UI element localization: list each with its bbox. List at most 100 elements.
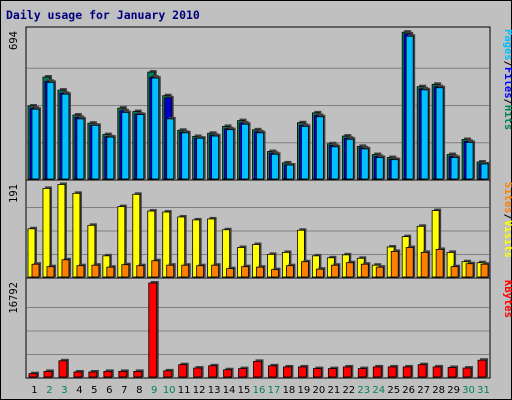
pages-bar xyxy=(121,112,130,180)
kbytes-bar xyxy=(178,364,188,378)
visits-bar xyxy=(177,216,186,278)
x-tick-label: 20 xyxy=(313,385,326,396)
visits-bar xyxy=(72,192,81,278)
pages-bar xyxy=(450,157,459,180)
kbytes-bar xyxy=(447,367,457,378)
sites-bar xyxy=(435,249,444,278)
visits-bar xyxy=(297,229,305,278)
x-tick-label: 31 xyxy=(477,385,490,396)
sites-bar xyxy=(330,264,339,278)
kbytes-bar xyxy=(28,373,38,378)
sites-bar xyxy=(31,263,40,278)
series-axis-label-part: / xyxy=(502,61,512,67)
sites-bar xyxy=(360,263,369,278)
sites-bar xyxy=(345,262,354,278)
x-tick-label: 29 xyxy=(447,385,460,396)
y-max-label: 16792 xyxy=(8,282,20,314)
kbytes-bar xyxy=(417,364,427,378)
kbytes-bar xyxy=(327,368,337,378)
sites-bar xyxy=(76,265,85,278)
sites-bar xyxy=(46,266,55,278)
visits-bar xyxy=(237,247,245,278)
sites-bar xyxy=(211,264,220,278)
kbytes-bar xyxy=(73,371,83,378)
x-tick-label: 1 xyxy=(31,385,37,396)
pages-bar xyxy=(61,93,70,180)
sites-bar xyxy=(91,264,100,278)
x-tick-label: 6 xyxy=(106,385,112,396)
x-tick-label: 14 xyxy=(223,385,236,396)
visits-bar xyxy=(57,184,66,278)
series-axis-label: Sites/Visits xyxy=(502,182,512,258)
kbytes-bar xyxy=(118,371,128,378)
series-axis-label: Pages/Files/Hits xyxy=(502,29,512,130)
kbytes-bar xyxy=(402,366,412,378)
pages-bar xyxy=(151,77,160,180)
x-tick-label: 18 xyxy=(283,385,296,396)
x-tick-label: 7 xyxy=(121,385,127,396)
y-max-label: 191 xyxy=(8,184,20,203)
kbytes-bar xyxy=(43,371,53,378)
chart-title: Daily usage for January 2010 xyxy=(6,8,200,22)
pages-bar xyxy=(315,116,324,180)
pages-bar xyxy=(211,135,220,180)
x-tick-label: 19 xyxy=(298,385,311,396)
pages-bar xyxy=(76,118,85,180)
sites-bar xyxy=(226,268,234,278)
x-tick-label: 12 xyxy=(193,385,206,396)
kbytes-bar xyxy=(163,370,173,378)
visits-bar xyxy=(222,229,230,278)
x-tick-label: 8 xyxy=(136,385,142,396)
sites-bar xyxy=(375,266,384,278)
x-tick-label: 28 xyxy=(432,385,445,396)
kbytes-bar xyxy=(342,366,352,378)
kbytes-bar xyxy=(312,368,322,378)
visits-bar xyxy=(431,210,440,278)
visits-bar xyxy=(207,218,216,278)
kbytes-bar xyxy=(58,360,68,378)
kbytes-bar xyxy=(387,366,397,378)
pages-bar xyxy=(196,137,205,180)
pages-bar xyxy=(181,132,190,180)
pages-bar xyxy=(405,35,414,180)
kbytes-bar xyxy=(133,371,143,378)
x-tick-label: 24 xyxy=(372,385,385,396)
visits-bar xyxy=(267,253,275,278)
x-tick-label: 3 xyxy=(61,385,67,396)
x-tick-label: 9 xyxy=(151,385,157,396)
sites-bar xyxy=(241,266,249,278)
visits-bar xyxy=(87,224,96,278)
visits-bar xyxy=(117,206,126,278)
pages-bar xyxy=(106,136,115,180)
kbytes-bar xyxy=(372,366,382,378)
visits-bar xyxy=(42,188,51,278)
kbytes-bar xyxy=(103,371,113,378)
kbytes-bar xyxy=(253,360,262,378)
x-tick-label: 25 xyxy=(387,385,400,396)
kbytes-bar xyxy=(88,371,98,378)
series-axis-label-part: Visits xyxy=(502,220,512,258)
sites-bar xyxy=(136,265,145,278)
pages-bar xyxy=(360,148,369,180)
sites-bar xyxy=(151,260,160,278)
visits-bar xyxy=(147,210,156,278)
sites-bar xyxy=(106,266,115,278)
series-axis-label-part: Files xyxy=(502,67,512,99)
pages-bar xyxy=(345,138,354,180)
pages-bar xyxy=(480,163,489,180)
y-max-label: 694 xyxy=(8,31,20,50)
sites-bar xyxy=(465,263,474,278)
sites-bar xyxy=(121,264,130,278)
x-tick-label: 21 xyxy=(327,385,340,396)
kbytes-bar xyxy=(432,366,442,378)
pages-bar xyxy=(91,124,100,180)
kbytes-bar xyxy=(283,366,292,378)
kbytes-bar xyxy=(477,359,487,378)
pages-bar xyxy=(286,164,294,180)
x-tick-label: 26 xyxy=(402,385,415,396)
sites-bar xyxy=(405,247,414,278)
visits-bar xyxy=(192,219,201,278)
pages-bar xyxy=(271,153,279,180)
x-tick-label: 30 xyxy=(462,385,475,396)
